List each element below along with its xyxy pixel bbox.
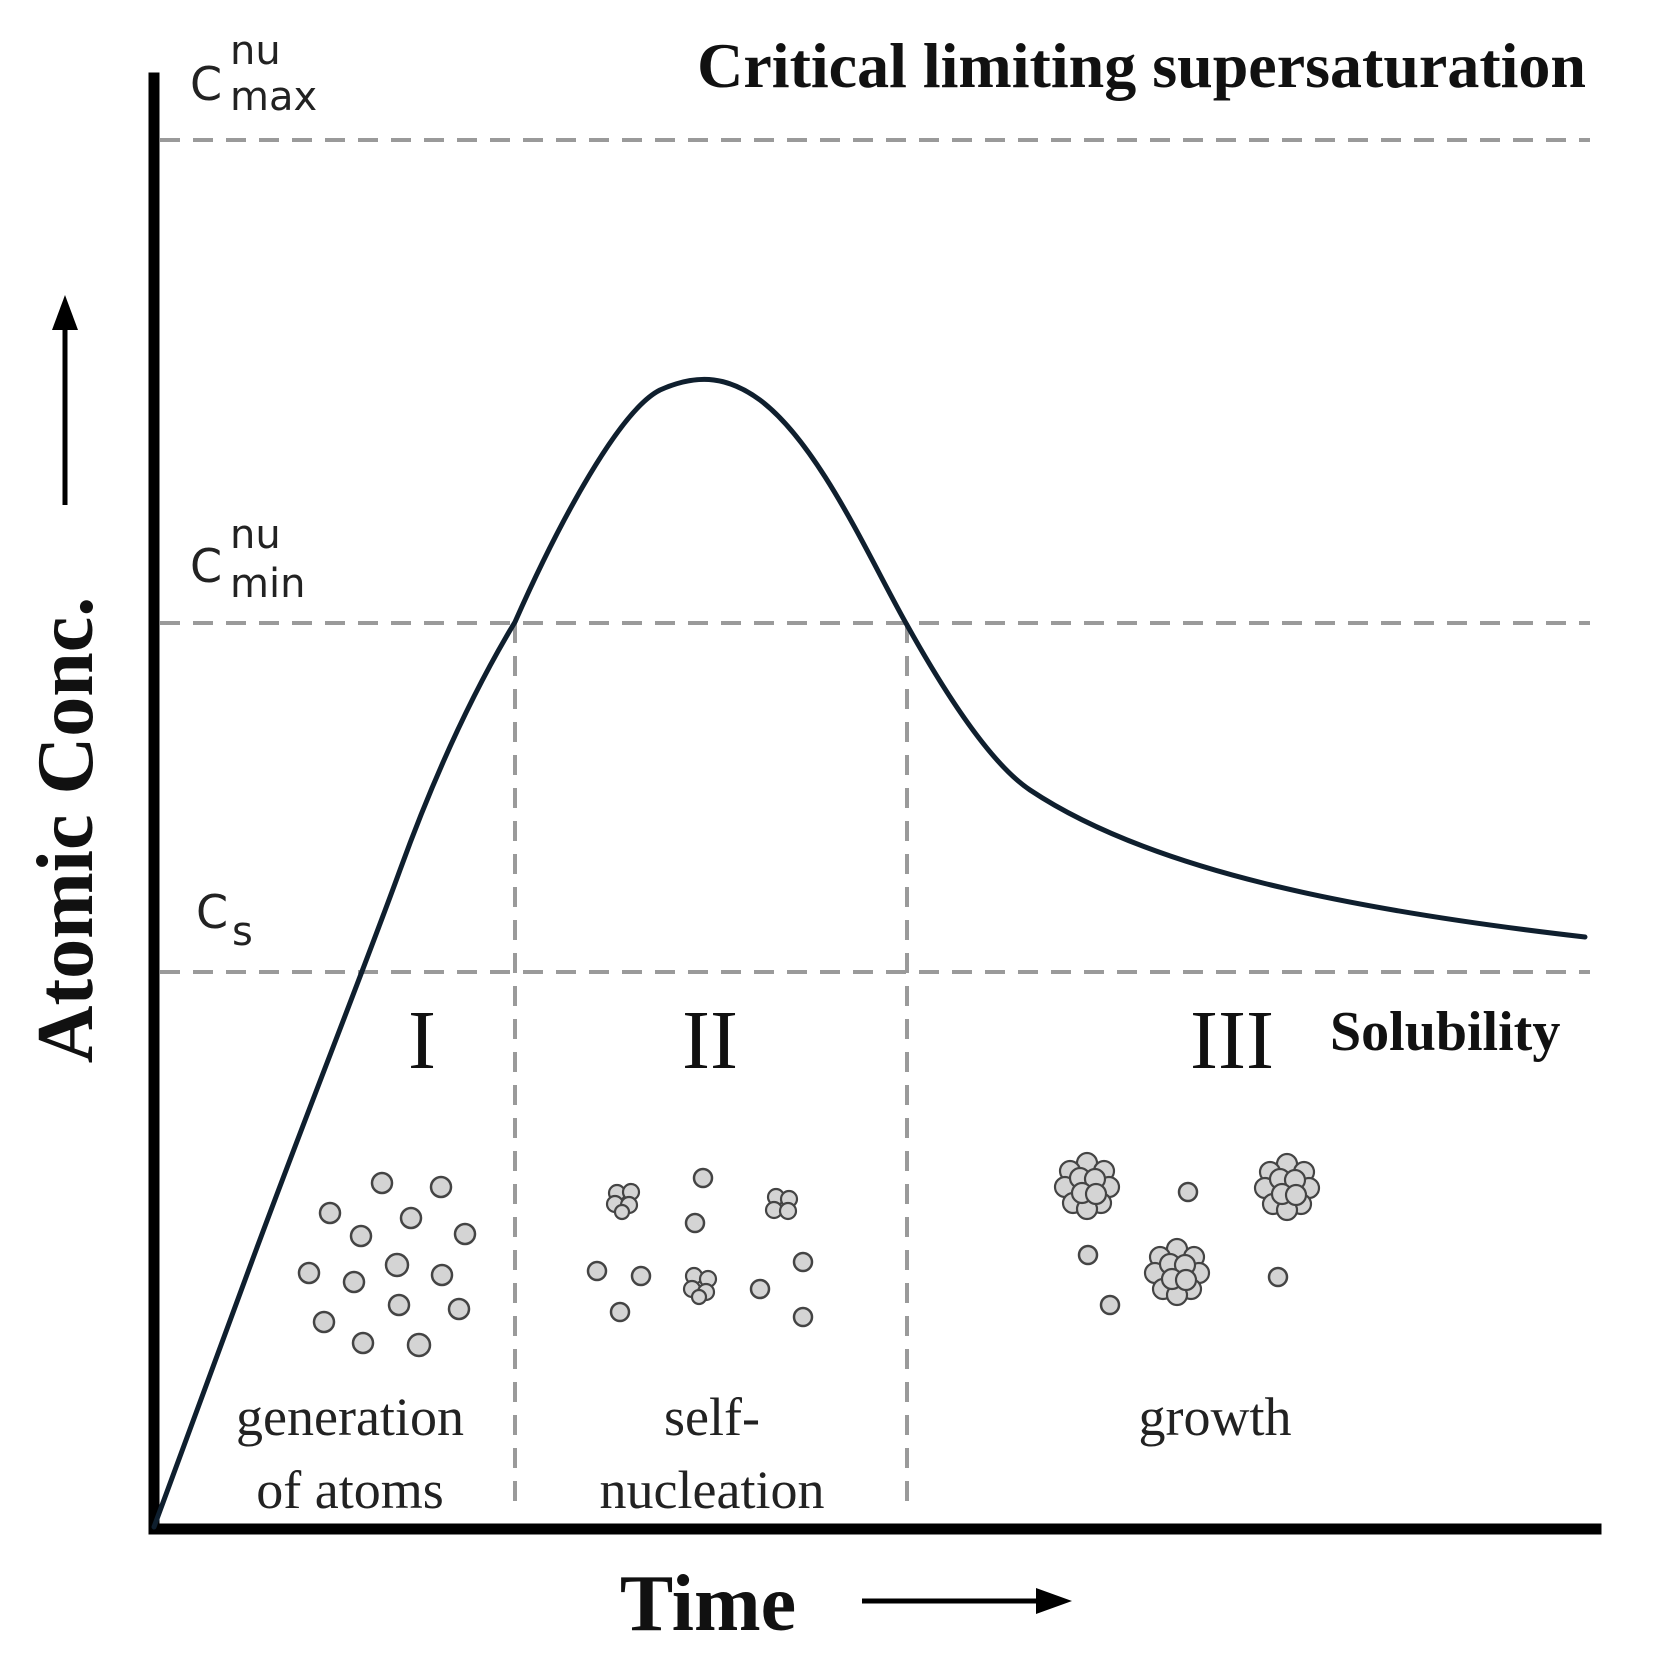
atom [351,1331,375,1355]
atom [609,1301,631,1323]
stage-3-caption-line-1: growth [1139,1387,1292,1447]
atom [792,1306,814,1328]
stage-1-atoms [297,1171,477,1358]
atom [370,1171,394,1195]
atom [1077,1244,1099,1266]
stage-3-particle [1053,1151,1121,1221]
c-max-base: C [190,57,222,111]
atom [387,1293,411,1317]
stage-3-atoms [1077,1181,1289,1316]
atom [384,1252,410,1278]
atom [406,1332,432,1358]
solubility-label: Solubility [1330,1001,1560,1063]
c-max-sub: max [230,74,317,120]
stage-1-caption-line-1: generation [236,1387,464,1447]
atom [447,1297,471,1321]
stage-2-nucleus [764,1187,799,1221]
c-s-label: C s [196,885,253,955]
atom [312,1310,336,1334]
atom [749,1278,771,1300]
stage-1-caption-line-2: of atoms [256,1460,443,1520]
atom [349,1224,373,1248]
stage-1-numeral: I [408,994,436,1087]
atom [430,1263,454,1287]
atom [1099,1294,1121,1316]
c-max-sup: nu [230,28,281,74]
atom [1177,1181,1199,1203]
atom [792,1251,814,1273]
atom [1267,1266,1289,1288]
stage-2-atoms [586,1167,814,1328]
atom [453,1222,477,1246]
concentration-curve [151,376,1588,1530]
stage-2-nucleus [605,1182,641,1221]
stage-2-numeral: II [682,994,738,1087]
atom [692,1167,714,1189]
atom [342,1270,366,1294]
diagram-title: Critical limiting supersaturation [697,30,1586,101]
c-s-sub: s [232,909,253,955]
c-s-base: C [196,885,228,939]
atom [684,1212,706,1234]
stage-2-caption-line-1: self- [664,1387,760,1447]
atom [399,1206,423,1230]
atom [297,1261,321,1285]
atom [630,1265,652,1287]
c-min-label: C nu min [190,512,305,607]
y-axis-label: Atomic Conc. [22,597,110,1064]
stage-2-caption-line-2: nucleation [600,1460,825,1520]
c-min-sup: nu [230,512,281,558]
stage-3-numeral: III [1190,994,1274,1087]
stage-3-particle [1143,1237,1211,1307]
atom [429,1175,453,1199]
stage-2-nucleus [682,1266,718,1306]
atom [586,1260,608,1282]
c-max-label: C nu max [190,28,317,120]
c-min-base: C [190,539,222,593]
c-min-sub: min [230,561,305,607]
y-axis-arrow-icon [52,295,78,505]
x-axis-label: Time [620,1560,796,1648]
x-axis-arrow-icon [862,1588,1072,1614]
atom [318,1201,342,1225]
stage-3-particle [1253,1152,1321,1222]
